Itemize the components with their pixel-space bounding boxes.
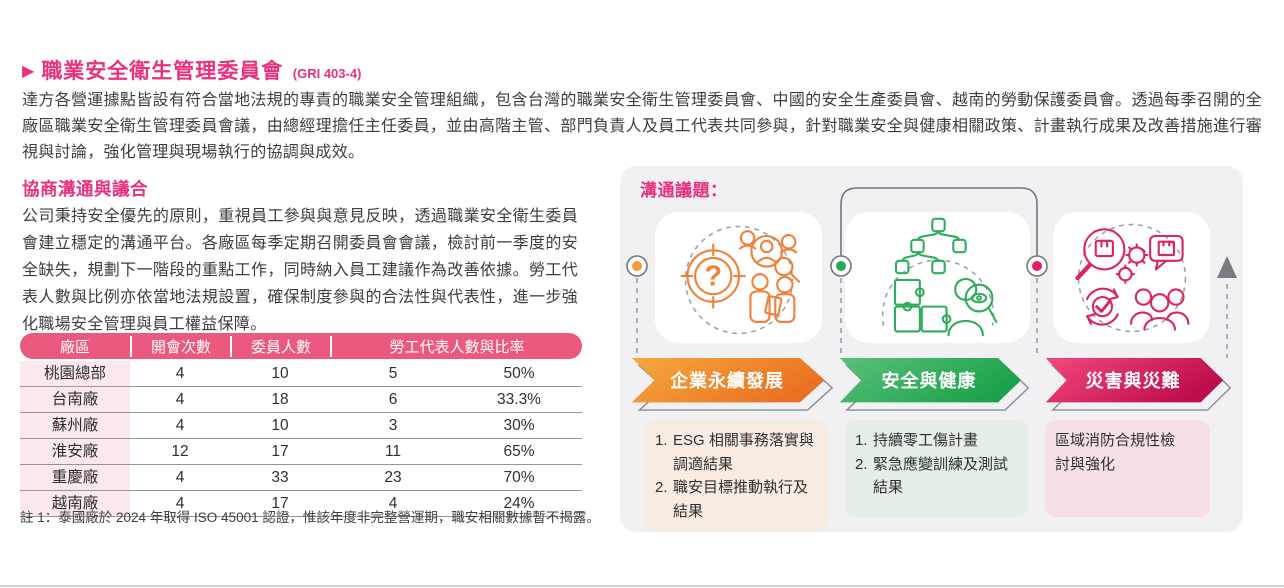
section-title-row: ▶ 職業安全衛生管理委員會 (GRI 403-4) [22,55,361,85]
red-step-dot [1026,255,1048,277]
org-chart-inspection-icon [881,217,997,336]
table-header-reps-ratio: 勞工代表人數與比率 [330,335,582,357]
illustration-card-sustainability: ? [655,212,822,343]
table-header-site: 廠區 [59,338,90,356]
page-bottom-divider [0,585,1284,587]
audit-gears-people-icon [1074,223,1189,332]
topic-card-sustainability: 1. ESG 相關事務落實與調適結果 2. 職安目標推動執行及結果 [645,420,828,532]
illustration-card-disaster [1053,212,1210,343]
topics-heading: 溝通議題： [640,181,728,200]
table-row: 台南廠 4 18 6 33.3% [20,387,582,413]
communication-panel: 溝通議題： ? [620,166,1243,532]
consultation-heading: 協商溝通與議合 [22,179,148,199]
table-body: 桃園總部 4 10 5 50% 台南廠 4 18 6 33.3% 蘇州廠 4 1… [20,361,582,517]
committee-table: 廠區 開會次數 委員人數 勞工代表人數與比率 桃園總部 4 10 5 50% 台… [20,333,582,517]
topic-item: 1. 持續零工傷計畫 [855,432,979,449]
banner-label: 安全與健康 [881,371,977,391]
topic-card-safety: 1. 持續零工傷計畫 2. 緊急應變訓練及測試結果 [845,420,1028,517]
topic-item: 1. ESG 相關事務落實與調適結果 [655,432,814,473]
gri-tag: (GRI 403-4) [292,66,362,81]
banner-sustainability: 企業永續發展 [630,358,834,412]
table-header-meetings: 開會次數 [130,335,230,357]
table-footnote: 註 1：泰國廠於 2024 年取得 ISO 45001 認證，惟該年度非完整營運… [20,510,600,525]
illustration-card-safety [845,212,1030,343]
table-row: 桃園總部 4 10 5 50% [20,361,582,387]
svg-text:?: ? [704,260,722,292]
table-row: 越南廠 4 17 4 24% [20,491,582,517]
intro-paragraph: 達方各營運據點皆設有符合當地法規的專責的職業安全管理組織，包含台灣的職業安全衛生… [22,92,1262,161]
up-arrow-icon [1217,256,1237,278]
banner-disaster: 災害與災難 [1044,358,1232,412]
orange-step-dot [626,255,648,277]
table-header-members: 委員人數 [230,335,330,357]
topic-item: 2. 緊急應變訓練及測試結果 [855,455,1009,497]
consultation-paragraph: 公司秉持安全優先的原則，重視員工參與與意見反映，透過職業安全衛生委員會建立穩定的… [22,208,578,333]
topic-item: 2. 職安目標推動執行及結果 [655,479,809,520]
page-title: 職業安全衛生管理委員會 [41,60,284,83]
topic-item: 區域消防合規性檢討與強化 [1055,432,1176,473]
table-row: 重慶廠 4 33 23 70% [20,465,582,491]
banner-label: 災害與災難 [1085,371,1181,391]
banner-label: 企業永續發展 [670,371,784,391]
table-header-row: 廠區 開會次數 委員人數 勞工代表人數與比率 [20,333,582,359]
banner-safety: 安全與健康 [838,358,1030,412]
section-arrow-icon: ▶ [22,63,35,80]
topic-card-disaster: 區域消防合規性檢討與強化 [1045,420,1210,517]
target-question-people-icon: ? [680,225,800,334]
table-row: 蘇州廠 4 10 3 30% [20,413,582,439]
table-row: 淮安廠 12 17 11 65% [20,439,582,465]
